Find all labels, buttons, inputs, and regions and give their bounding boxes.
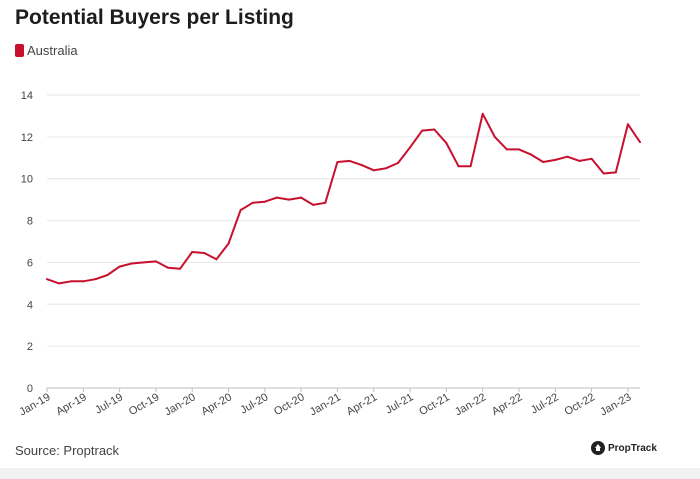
data-point: [505, 148, 508, 151]
data-point: [239, 209, 242, 212]
data-point: [263, 200, 266, 203]
chart-title: Potential Buyers per Listing: [15, 6, 294, 29]
data-point: [82, 280, 85, 283]
data-point: [384, 167, 387, 170]
data-point: [191, 250, 194, 253]
proptrack-logo-text: PropTrack: [608, 442, 657, 454]
data-point: [445, 142, 448, 145]
data-point: [118, 265, 121, 268]
x-tick-label: Oct-21: [417, 391, 452, 418]
x-tick-label: Apr-20: [199, 391, 234, 418]
x-tick-label: Oct-22: [562, 391, 597, 418]
y-tick-label: 4: [27, 299, 33, 311]
legend-label-australia: Australia: [27, 43, 78, 58]
data-point: [275, 196, 278, 199]
x-tick-label: Apr-19: [54, 391, 89, 418]
data-point: [517, 148, 520, 151]
data-point: [336, 160, 339, 163]
data-point: [179, 267, 182, 270]
series-australia: [46, 112, 641, 285]
x-tick-label: Apr-21: [345, 391, 380, 418]
data-point: [142, 261, 145, 264]
y-tick-label: 12: [21, 132, 33, 144]
data-point: [626, 123, 629, 126]
y-tick-label: 8: [27, 216, 33, 228]
data-point: [554, 158, 557, 161]
x-tick-label: Jan-19: [17, 391, 52, 418]
legend: Australia: [15, 43, 78, 58]
data-point: [46, 278, 48, 281]
data-point: [578, 159, 581, 162]
x-tick-label: Jul-20: [238, 391, 270, 416]
data-point: [457, 165, 460, 168]
x-tick-label: Oct-19: [127, 391, 162, 418]
data-point: [360, 164, 363, 167]
data-point: [614, 171, 617, 174]
x-tick-label: Jul-19: [93, 391, 125, 416]
bottom-band: [0, 468, 700, 479]
y-tick-label: 6: [27, 257, 33, 269]
data-point: [372, 169, 375, 172]
data-point: [215, 258, 218, 261]
data-point: [300, 196, 303, 199]
series-line-australia: [46, 112, 641, 285]
x-tick-label: Oct-20: [272, 391, 307, 418]
y-tick-label: 10: [21, 174, 33, 186]
x-tick-label: Jul-22: [529, 391, 561, 416]
data-point: [602, 172, 605, 175]
data-point: [566, 155, 569, 158]
data-point: [469, 165, 472, 168]
x-tick-label: Jan-20: [163, 391, 198, 418]
x-tick-label: Jan-23: [598, 391, 633, 418]
data-point: [481, 112, 484, 115]
data-point: [324, 201, 327, 204]
data-point: [288, 198, 291, 201]
x-tick-label: Jul-21: [384, 391, 416, 416]
data-point: [167, 266, 170, 269]
data-point: [312, 203, 315, 206]
source-note: Source: Proptrack: [15, 443, 120, 458]
data-point: [94, 278, 97, 281]
data-point: [130, 262, 133, 265]
gridlines: [47, 94, 640, 389]
data-point: [58, 282, 61, 285]
data-point: [433, 128, 436, 131]
data-point: [106, 273, 109, 276]
data-point: [154, 260, 157, 263]
proptrack-logo-icon: [591, 441, 605, 455]
x-tick-label: Apr-22: [490, 391, 525, 418]
y-tick-label: 14: [21, 90, 33, 102]
data-point: [542, 160, 545, 163]
data-point: [590, 157, 593, 160]
data-point: [409, 146, 412, 149]
data-point: [530, 153, 533, 156]
data-point: [493, 135, 496, 138]
data-point: [421, 129, 424, 132]
y-tick-label: 0: [27, 383, 33, 395]
x-tick-label: Jan-22: [453, 391, 488, 418]
data-point: [348, 159, 351, 162]
data-point: [70, 280, 73, 283]
data-point: [639, 141, 641, 144]
data-point: [251, 201, 254, 204]
y-axis-ticks: 0 2 4 6 8 10 12 14: [21, 90, 33, 395]
legend-swatch-australia: [15, 44, 24, 57]
data-point: [203, 252, 206, 255]
y-tick-label: 2: [27, 341, 33, 353]
data-point: [227, 242, 230, 245]
x-axis-ticks: Jan-19 Apr-19 Jul-19 Oct-19 Jan-20 Apr-20 Jul-…: [17, 388, 633, 418]
data-point: [396, 162, 399, 165]
proptrack-logo: PropTrack: [591, 441, 657, 455]
x-tick-label: Jan-21: [308, 391, 343, 418]
